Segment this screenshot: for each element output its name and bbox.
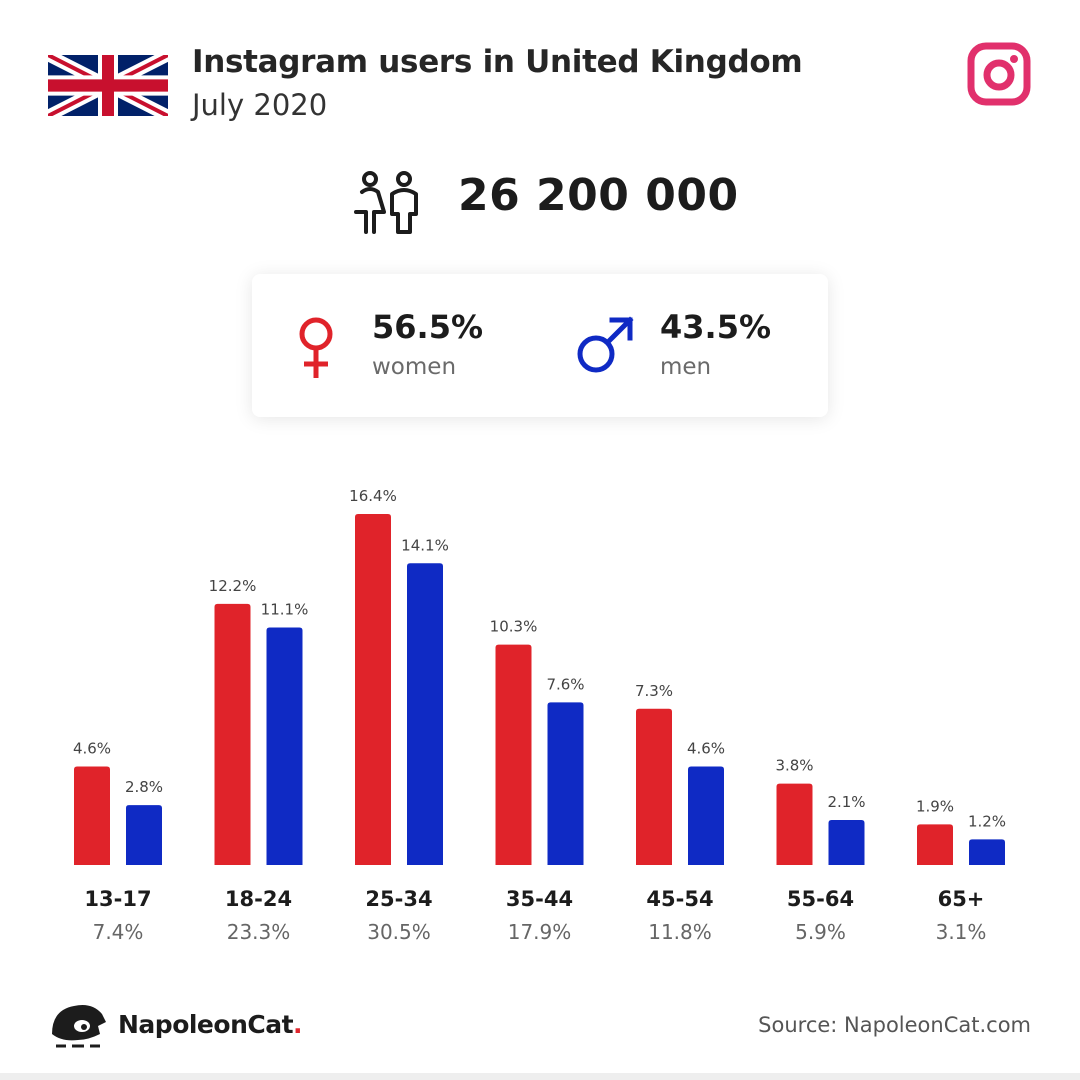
category-label: 35-44 bbox=[506, 887, 573, 911]
women-label: women bbox=[372, 354, 457, 380]
women-percent: 56.5% bbox=[372, 308, 484, 346]
category-label: 13-17 bbox=[84, 887, 151, 911]
female-symbol-icon bbox=[299, 317, 333, 378]
data-label: 7.6% bbox=[546, 675, 584, 693]
bar-women-25-34 bbox=[355, 514, 391, 865]
category-total: 11.8% bbox=[648, 920, 712, 944]
category-total: 5.9% bbox=[795, 920, 846, 944]
bar-women-35-44 bbox=[495, 644, 532, 865]
data-label: 2.8% bbox=[125, 778, 163, 796]
men-percent: 43.5% bbox=[660, 308, 772, 346]
users-icon bbox=[354, 171, 418, 234]
bar-men-65+ bbox=[969, 839, 1005, 865]
uk-flag-icon bbox=[48, 55, 168, 116]
data-label: 7.3% bbox=[635, 682, 673, 700]
data-label: 11.1% bbox=[261, 600, 309, 618]
bar-women-18-24 bbox=[214, 603, 251, 865]
data-label: 1.2% bbox=[968, 812, 1006, 830]
total-users-value: 26 200 000 bbox=[458, 170, 739, 221]
data-label: 12.2% bbox=[209, 577, 257, 595]
bar-women-13-17 bbox=[74, 766, 110, 865]
brand-name: NapoleonCat. bbox=[118, 1010, 303, 1039]
men-label: men bbox=[660, 354, 712, 380]
bar-men-13-17 bbox=[126, 805, 162, 865]
category-label: 45-54 bbox=[646, 887, 713, 911]
napoleoncat-logo-icon bbox=[52, 1005, 106, 1048]
bar-women-65+ bbox=[917, 824, 953, 865]
category-label: 65+ bbox=[938, 887, 985, 911]
page-subtitle: July 2020 bbox=[192, 88, 328, 122]
category-total: 30.5% bbox=[367, 920, 431, 944]
data-label: 14.1% bbox=[401, 536, 449, 554]
page-title: Instagram users in United Kingdom bbox=[192, 44, 803, 80]
category-total: 17.9% bbox=[508, 920, 572, 944]
category-total: 3.1% bbox=[936, 920, 987, 944]
data-label: 10.3% bbox=[490, 618, 538, 636]
category-label: 18-24 bbox=[225, 887, 292, 911]
bottom-divider bbox=[0, 1073, 1080, 1080]
data-label: 4.6% bbox=[687, 740, 725, 758]
age-gender-bar-chart: 4.6% 2.8% 13-17 7.4% 12.2%11.1% 18-24 23.3% 16.… bbox=[73, 487, 1006, 944]
bar-men-18-24 bbox=[266, 627, 303, 865]
category-label: 55-64 bbox=[787, 887, 854, 911]
source-credit: Source: NapoleonCat.com bbox=[758, 1013, 1031, 1037]
data-label: 3.8% bbox=[775, 757, 813, 775]
brand-dot: . bbox=[293, 1010, 303, 1039]
data-label: 1.9% bbox=[916, 797, 954, 815]
bar-men-25-34 bbox=[407, 563, 443, 865]
bar-men-35-44 bbox=[547, 702, 584, 865]
category-label: 25-34 bbox=[365, 887, 432, 911]
bar-men-45-54 bbox=[688, 766, 724, 865]
category-total: 23.3% bbox=[227, 920, 291, 944]
bar-men-55-64 bbox=[828, 820, 865, 865]
data-label: 2.1% bbox=[827, 793, 865, 811]
instagram-icon bbox=[967, 42, 1031, 106]
brand-name-text: NapoleonCat bbox=[118, 1010, 294, 1039]
gender-split-card: 56.5% women 43.5% men bbox=[252, 274, 828, 417]
male-symbol-icon bbox=[577, 316, 634, 373]
category-total: 7.4% bbox=[93, 920, 144, 944]
bar-women-55-64 bbox=[776, 783, 813, 865]
data-label: 16.4% bbox=[349, 487, 397, 505]
data-label: 4.6% bbox=[73, 740, 111, 758]
bar-women-45-54 bbox=[636, 708, 672, 865]
